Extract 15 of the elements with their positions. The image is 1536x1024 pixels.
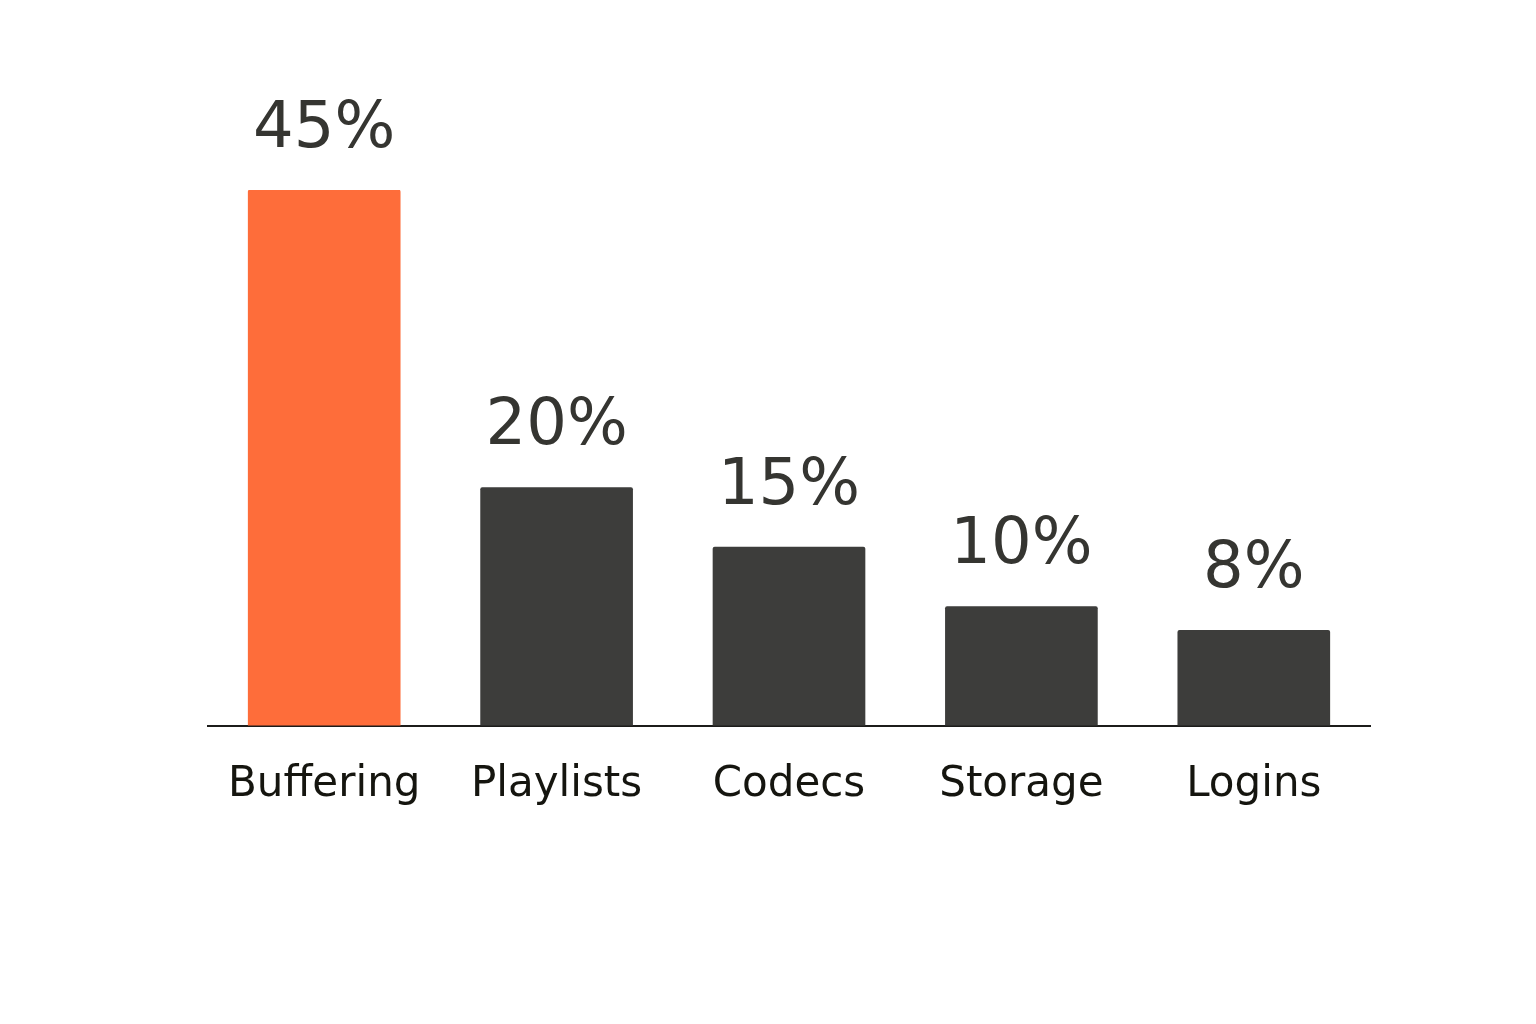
data-label: 10% xyxy=(950,504,1093,579)
bar xyxy=(945,606,1098,726)
x-tick-label: Playlists xyxy=(471,756,643,806)
bar xyxy=(712,546,866,726)
x-tick-label: Buffering xyxy=(227,756,421,806)
x-tick-label: Codecs xyxy=(712,756,866,806)
data-label: 8% xyxy=(1203,528,1305,603)
data-label: 45% xyxy=(253,87,396,162)
bar xyxy=(247,190,401,726)
bar xyxy=(480,487,633,726)
x-tick-label: Logins xyxy=(1186,756,1322,806)
data-label: 15% xyxy=(717,444,861,519)
bar xyxy=(1177,630,1331,726)
data-label: 20% xyxy=(485,385,628,460)
x-tick-label: Storage xyxy=(939,756,1104,806)
